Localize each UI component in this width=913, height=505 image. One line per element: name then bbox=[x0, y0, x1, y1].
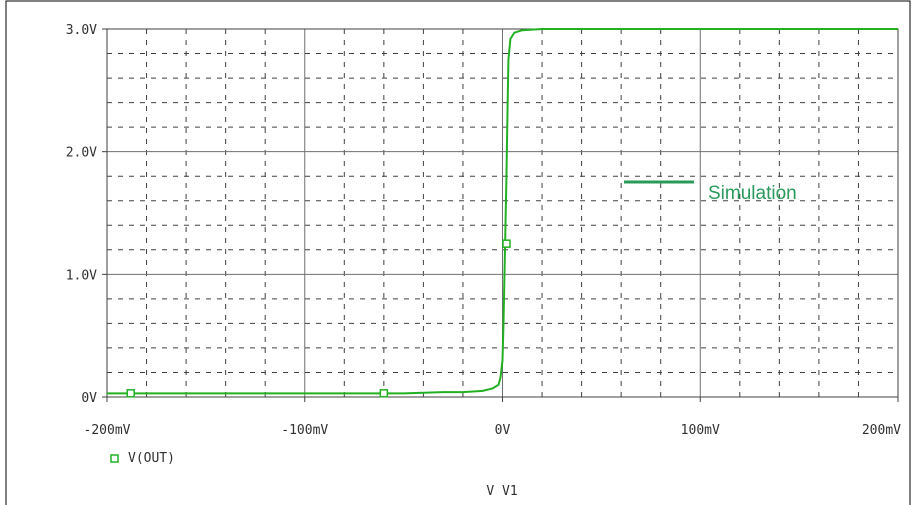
annotation-text: Simulation bbox=[708, 183, 797, 204]
series-line-v-out bbox=[107, 28, 898, 395]
x-tick-labels: -200mV -100mV 0V 100mV 200mV bbox=[84, 423, 902, 438]
axis-layer bbox=[102, 28, 899, 402]
legend-marker-square bbox=[110, 454, 119, 463]
series-layer bbox=[107, 28, 898, 398]
legend-label: V(OUT) bbox=[128, 451, 175, 466]
data-point-marker bbox=[126, 389, 135, 398]
x-tick-label: -100mV bbox=[281, 423, 328, 438]
x-tick-label: -200mV bbox=[84, 423, 131, 438]
y-tick-labels: 0V 1.0V 2.0V 3.0V bbox=[66, 23, 97, 406]
data-point-marker bbox=[379, 389, 389, 398]
legend: V(OUT) bbox=[110, 451, 175, 466]
y-tick-label: 2.0V bbox=[66, 146, 97, 161]
x-axis-title: V V1 bbox=[486, 484, 517, 499]
x-tick-label: 200mV bbox=[862, 423, 901, 438]
y-tick-label: 0V bbox=[81, 391, 97, 406]
x-tick-label: 100mV bbox=[681, 423, 720, 438]
plot-border bbox=[106, 28, 899, 398]
x-tick-label: 0V bbox=[495, 423, 511, 438]
data-point-marker bbox=[502, 239, 511, 248]
grid-layer bbox=[107, 29, 898, 397]
window-border bbox=[5, 0, 911, 505]
y-tick-label: 3.0V bbox=[66, 23, 97, 38]
y-tick-label: 1.0V bbox=[66, 268, 97, 283]
